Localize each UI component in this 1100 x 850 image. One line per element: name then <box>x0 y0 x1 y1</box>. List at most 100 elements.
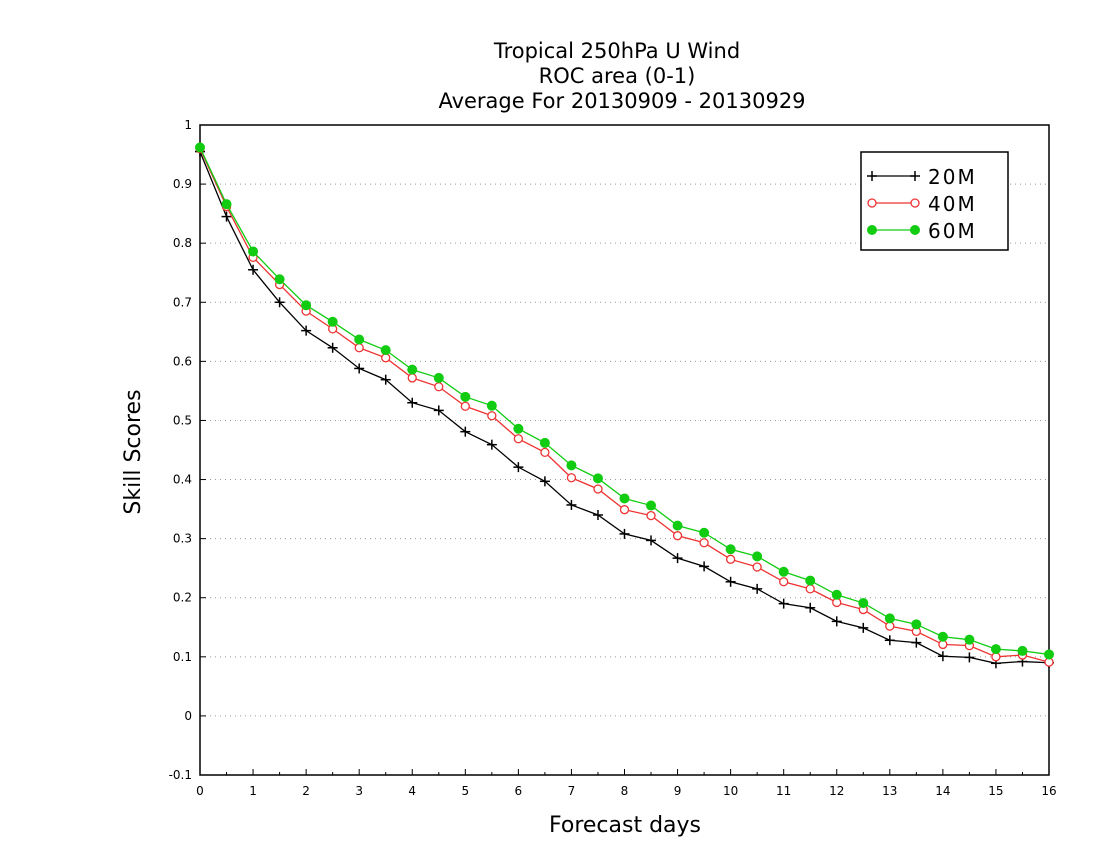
y-axis-label: Skill Scores <box>121 389 146 514</box>
data-point-60M <box>619 493 630 504</box>
legend-marker-60M <box>910 225 920 235</box>
series-60M <box>195 142 1054 660</box>
legend-marker-20M <box>910 171 920 181</box>
x-tick-label: 2 <box>302 784 310 798</box>
data-point-60M <box>1017 645 1028 656</box>
data-point-20M <box>327 342 338 353</box>
x-tick-label: 14 <box>935 784 950 798</box>
data-point-60M <box>831 589 842 600</box>
y-tick-label: 0.3 <box>173 532 192 546</box>
data-point-40M <box>805 584 815 594</box>
data-point-40M <box>460 401 470 411</box>
data-point-20M <box>672 553 683 564</box>
chart-title: Tropical 250hPa U Wind ROC area (0-1) Av… <box>438 39 805 113</box>
data-point-60M <box>380 345 391 356</box>
data-point-20M <box>778 598 789 609</box>
y-tick-label: 0.1 <box>173 650 192 664</box>
data-point-60M <box>990 644 1001 655</box>
data-point-60M <box>407 364 418 375</box>
x-tick-label: 5 <box>461 784 469 798</box>
data-point-40M <box>752 562 762 572</box>
y-tick-label: 0.4 <box>173 473 192 487</box>
data-point-60M <box>433 372 444 383</box>
legend-label-20M: 20M <box>928 165 977 189</box>
data-point-20M <box>274 297 285 308</box>
x-tick-label: 1 <box>249 784 257 798</box>
data-point-20M <box>805 602 816 613</box>
y-tick-label: -0.1 <box>169 768 192 782</box>
data-point-40M <box>354 343 364 353</box>
data-point-20M <box>831 616 842 627</box>
data-point-60M <box>354 334 365 345</box>
data-point-60M <box>884 613 895 624</box>
data-point-20M <box>486 439 497 450</box>
data-point-60M <box>327 316 338 327</box>
y-tick-label: 0.9 <box>173 177 192 191</box>
x-tick-label: 9 <box>674 784 682 798</box>
data-point-20M <box>858 622 869 633</box>
x-tick-label: 0 <box>196 784 204 798</box>
legend-box <box>860 151 1009 251</box>
data-point-60M <box>805 575 816 586</box>
data-point-40M <box>699 538 709 548</box>
data-point-60M <box>592 473 603 484</box>
data-point-20M <box>301 325 312 336</box>
data-point-20M <box>884 635 895 646</box>
data-point-60M <box>539 437 550 448</box>
data-point-60M <box>1044 649 1054 660</box>
y-tick-label: 0.2 <box>173 591 192 605</box>
data-point-20M <box>619 528 630 539</box>
data-point-60M <box>460 391 471 402</box>
data-point-40M <box>434 382 444 392</box>
data-point-20M <box>699 561 710 572</box>
data-point-60M <box>274 274 285 285</box>
chart-legend: 20M 40M 60M <box>860 151 1009 251</box>
data-point-60M <box>566 460 577 471</box>
data-point-20M <box>566 499 577 510</box>
y-tick-label: 1 <box>184 118 192 132</box>
legend-label-40M: 40M <box>928 192 977 216</box>
legend-marker-60M <box>867 225 877 235</box>
x-tick-label: 3 <box>355 784 363 798</box>
data-point-40M <box>487 411 497 421</box>
data-point-20M <box>354 363 365 374</box>
y-tick-label: 0.6 <box>173 354 192 368</box>
legend-marker-40M <box>867 198 877 208</box>
x-tick-label: 6 <box>515 784 523 798</box>
data-point-60M <box>911 619 922 630</box>
data-point-60M <box>964 634 975 645</box>
data-point-20M <box>460 426 471 437</box>
x-axis-label: Forecast days <box>549 813 701 838</box>
data-point-20M <box>646 535 657 546</box>
data-point-60M <box>699 527 710 538</box>
data-point-40M <box>672 531 683 541</box>
data-point-60M <box>513 423 524 434</box>
data-point-20M <box>911 637 922 648</box>
y-tick-label: 0.8 <box>173 236 192 250</box>
data-point-20M <box>725 576 736 587</box>
data-point-20M <box>433 405 444 416</box>
data-point-20M <box>407 397 418 408</box>
data-point-60M <box>248 246 259 257</box>
data-point-40M <box>540 447 550 458</box>
chart-title-line-1: Tropical 250hPa U Wind <box>493 39 740 63</box>
y-tick-label: 0 <box>184 709 192 723</box>
data-point-60M <box>725 544 736 555</box>
data-point-60M <box>646 500 657 511</box>
x-tick-label: 16 <box>1041 784 1056 798</box>
data-point-20M <box>380 374 391 385</box>
x-tick-label: 10 <box>723 784 738 798</box>
legend-label-60M: 60M <box>928 219 977 243</box>
data-point-40M <box>619 505 630 515</box>
data-point-60M <box>301 300 312 311</box>
data-series <box>195 142 1054 669</box>
legend-marker-20M <box>867 171 877 181</box>
data-point-20M <box>221 211 232 222</box>
data-point-40M <box>646 510 656 521</box>
x-tick-label: 12 <box>829 784 844 798</box>
chart-title-line-3: Average For 20130909 - 20130929 <box>438 89 805 113</box>
data-point-20M <box>539 476 550 487</box>
data-point-40M <box>566 473 577 483</box>
data-point-60M <box>858 598 869 609</box>
